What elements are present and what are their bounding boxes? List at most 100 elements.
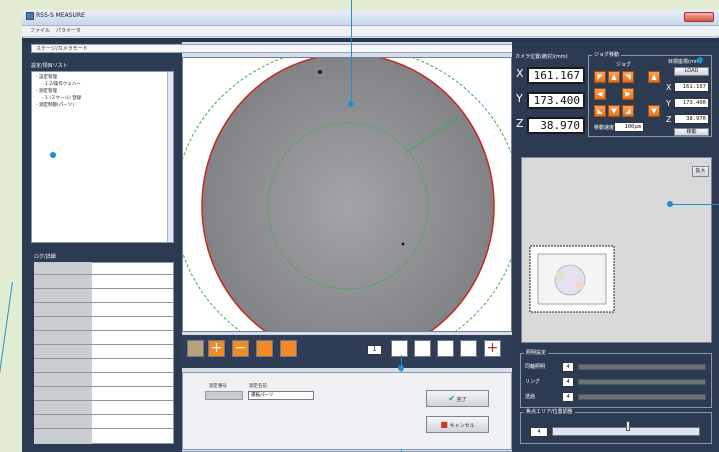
preview-zoom-button[interactable]: 拡大 bbox=[692, 166, 709, 177]
z-up-button[interactable]: ▲ bbox=[648, 71, 660, 83]
load-button[interactable]: LOAD bbox=[674, 67, 709, 76]
measurement-form bbox=[182, 372, 512, 450]
light-row-label: リング bbox=[525, 379, 541, 385]
target-y-field[interactable]: 173.400 bbox=[674, 98, 709, 108]
table-row bbox=[34, 372, 174, 373]
jog-downright-button[interactable]: ◢ bbox=[622, 105, 634, 117]
arrow-left-icon[interactable]: ◀ bbox=[594, 88, 606, 100]
menu-parameters[interactable]: パラメータ bbox=[56, 28, 81, 34]
jog-subtitle: ジョグ bbox=[616, 62, 632, 68]
speed-label: 移動速度 bbox=[594, 125, 615, 131]
go-button[interactable]: 移動 bbox=[674, 128, 709, 136]
window-title: RSS-S MEASURE bbox=[36, 12, 85, 19]
tree-item[interactable]: - 1.2/操作ウェハー bbox=[42, 82, 81, 87]
arrow-down-icon[interactable]: ▼ bbox=[608, 105, 620, 117]
jog-upleft-button[interactable]: ◤ bbox=[594, 71, 606, 83]
light-row-slider[interactable] bbox=[578, 364, 706, 370]
coord-title: カメラ位置(絶対)(mm) bbox=[515, 54, 568, 60]
zoom-value[interactable]: 1 bbox=[367, 345, 382, 355]
jog-downleft-button[interactable]: ◣ bbox=[594, 105, 606, 117]
jog-upright-button[interactable]: ◥ bbox=[622, 71, 634, 83]
light-group bbox=[520, 353, 712, 408]
light-row-slider[interactable] bbox=[578, 379, 706, 385]
move-icon[interactable] bbox=[280, 340, 297, 357]
focus-title: 焦点エリア/位置調整 bbox=[524, 408, 575, 415]
mode-strip-label: ステージ/カメラモード bbox=[36, 46, 88, 52]
focus-slider-handle[interactable] bbox=[626, 421, 630, 431]
callout-line bbox=[351, 0, 352, 104]
ok-button[interactable]: ✔ 完了 bbox=[426, 390, 489, 407]
table-row bbox=[34, 330, 174, 331]
header-divider bbox=[22, 38, 719, 42]
target-z-field[interactable]: 38.970 bbox=[674, 114, 709, 124]
minus-icon[interactable]: − bbox=[232, 340, 249, 357]
log-table-header-column bbox=[34, 262, 92, 444]
light-row-value[interactable]: 4 bbox=[562, 392, 574, 402]
title-bar bbox=[22, 10, 719, 26]
menu-bar bbox=[22, 26, 719, 37]
table-row bbox=[34, 288, 174, 289]
callout-dot bbox=[697, 57, 703, 63]
y-label: Y bbox=[516, 92, 523, 105]
window-close-button[interactable] bbox=[684, 12, 714, 22]
callout-dot bbox=[667, 201, 673, 207]
crosshair-icon[interactable]: + bbox=[484, 340, 501, 357]
light-row-value[interactable]: 4 bbox=[562, 377, 574, 387]
diamond-icon[interactable] bbox=[437, 340, 454, 357]
overview-preview[interactable] bbox=[521, 157, 712, 343]
edge-right-icon[interactable] bbox=[414, 340, 431, 357]
x-label: X bbox=[516, 67, 524, 80]
arrow-right-icon[interactable]: ▶ bbox=[622, 88, 634, 100]
name-field[interactable]: 運転パーツ bbox=[248, 391, 314, 400]
menu-file[interactable]: ファイル bbox=[30, 28, 51, 34]
target-x-label: X bbox=[666, 83, 672, 92]
cancel-label: キャンセル bbox=[449, 423, 475, 429]
name-label: 測定名前 bbox=[249, 384, 267, 389]
callout-line bbox=[670, 204, 719, 205]
callout-line bbox=[0, 282, 13, 452]
camera-view[interactable] bbox=[182, 57, 512, 332]
id-field[interactable] bbox=[205, 391, 243, 400]
table-row bbox=[34, 414, 174, 415]
x-readout: 161.167 bbox=[527, 67, 585, 84]
check-icon: ✔ bbox=[448, 394, 456, 403]
light-row-slider[interactable] bbox=[578, 394, 706, 400]
table-row bbox=[34, 302, 174, 303]
peak-icon[interactable] bbox=[460, 340, 477, 357]
edge-left-icon[interactable] bbox=[391, 340, 408, 357]
light-row-label: 同軸照明 bbox=[525, 364, 546, 370]
cross-icon: ■ bbox=[440, 420, 448, 429]
jog-title: ジョグ移動 bbox=[592, 51, 622, 58]
table-row bbox=[34, 428, 174, 429]
target-x-field[interactable]: 161.167 bbox=[674, 82, 709, 92]
target-y-label: Y bbox=[666, 99, 671, 108]
preview-image bbox=[529, 245, 615, 313]
light-title: 照明設定 bbox=[524, 349, 549, 356]
table-row bbox=[34, 274, 174, 275]
fit-icon[interactable] bbox=[256, 340, 273, 357]
tree-title: 設定/項目リスト bbox=[31, 63, 68, 69]
home-icon[interactable] bbox=[187, 340, 204, 357]
arrow-up-icon[interactable]: ▲ bbox=[608, 71, 620, 83]
callout-dot bbox=[50, 152, 56, 158]
log-title: ログ/詳細 bbox=[34, 254, 56, 260]
app-icon bbox=[26, 12, 34, 20]
id-label: 測定番号 bbox=[209, 384, 227, 389]
cancel-button[interactable]: ■ キャンセル bbox=[426, 416, 489, 433]
ok-label: 完了 bbox=[456, 397, 467, 403]
z-readout: 38.970 bbox=[527, 117, 585, 134]
tree-item[interactable]: - 測定制御(パーツ) bbox=[36, 103, 74, 108]
tree-item[interactable]: - 測定管理 bbox=[36, 89, 58, 94]
tree-item[interactable]: - 設定管理 bbox=[36, 75, 58, 80]
speed-select[interactable]: 100μm bbox=[614, 122, 644, 132]
target-title: 目標座標(mm) bbox=[668, 59, 702, 65]
plus-icon[interactable]: + bbox=[208, 340, 225, 357]
z-label: Z bbox=[516, 117, 524, 130]
light-row-value[interactable]: 4 bbox=[562, 362, 574, 372]
tree-scrollbar[interactable] bbox=[167, 72, 173, 242]
callout-dot bbox=[348, 101, 354, 107]
light-row-label: 透過 bbox=[525, 394, 536, 400]
tree-item[interactable]: - 1 (スケール) 登録 bbox=[42, 96, 82, 101]
z-down-button[interactable]: ▼ bbox=[648, 105, 660, 117]
focus-value[interactable]: 4 bbox=[530, 427, 548, 437]
